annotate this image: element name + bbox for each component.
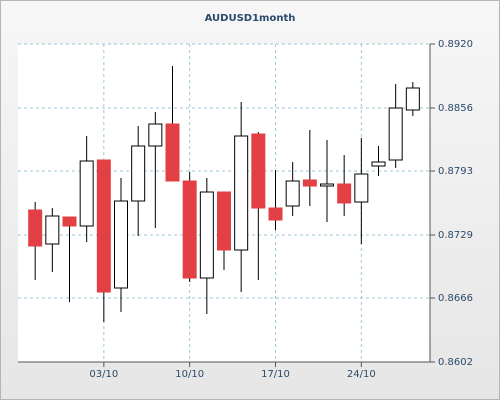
candle-body — [28, 209, 43, 247]
candle-body — [234, 135, 249, 251]
y-tick-label: 0.8793 — [438, 166, 473, 177]
y-tick-label: 0.8602 — [438, 357, 473, 368]
candle-body — [371, 161, 386, 167]
candle-body — [199, 191, 214, 279]
x-tick-label: 03/10 — [89, 369, 118, 380]
candle-body — [302, 179, 317, 187]
candle-body — [96, 159, 111, 293]
candle-body — [131, 145, 146, 202]
y-tick-label: 0.8729 — [438, 230, 473, 241]
candle-body — [114, 200, 128, 289]
chart-title: AUDUSD1month — [205, 13, 296, 24]
candle-body — [320, 183, 334, 187]
y-tick-label: 0.8666 — [438, 293, 473, 304]
y-tick-label: 0.8856 — [438, 103, 473, 114]
candle-body — [148, 123, 163, 147]
candle-body — [285, 180, 300, 207]
candle-body — [62, 216, 77, 227]
y-tick-label: 0.8920 — [438, 39, 473, 50]
candle-body — [388, 107, 403, 161]
candle-body — [45, 215, 60, 245]
candle-body — [165, 123, 180, 182]
candle-body — [217, 191, 231, 251]
candle-body — [79, 160, 94, 227]
x-tick-label: 17/10 — [261, 369, 290, 380]
candle-body — [182, 180, 197, 279]
x-tick-label: 10/10 — [175, 369, 204, 380]
candle-body — [354, 173, 369, 203]
x-tick-label: 24/10 — [347, 369, 376, 380]
candle-body — [268, 207, 283, 221]
candle-body — [251, 133, 266, 209]
candle-body — [337, 183, 352, 204]
candle-body — [405, 87, 420, 111]
